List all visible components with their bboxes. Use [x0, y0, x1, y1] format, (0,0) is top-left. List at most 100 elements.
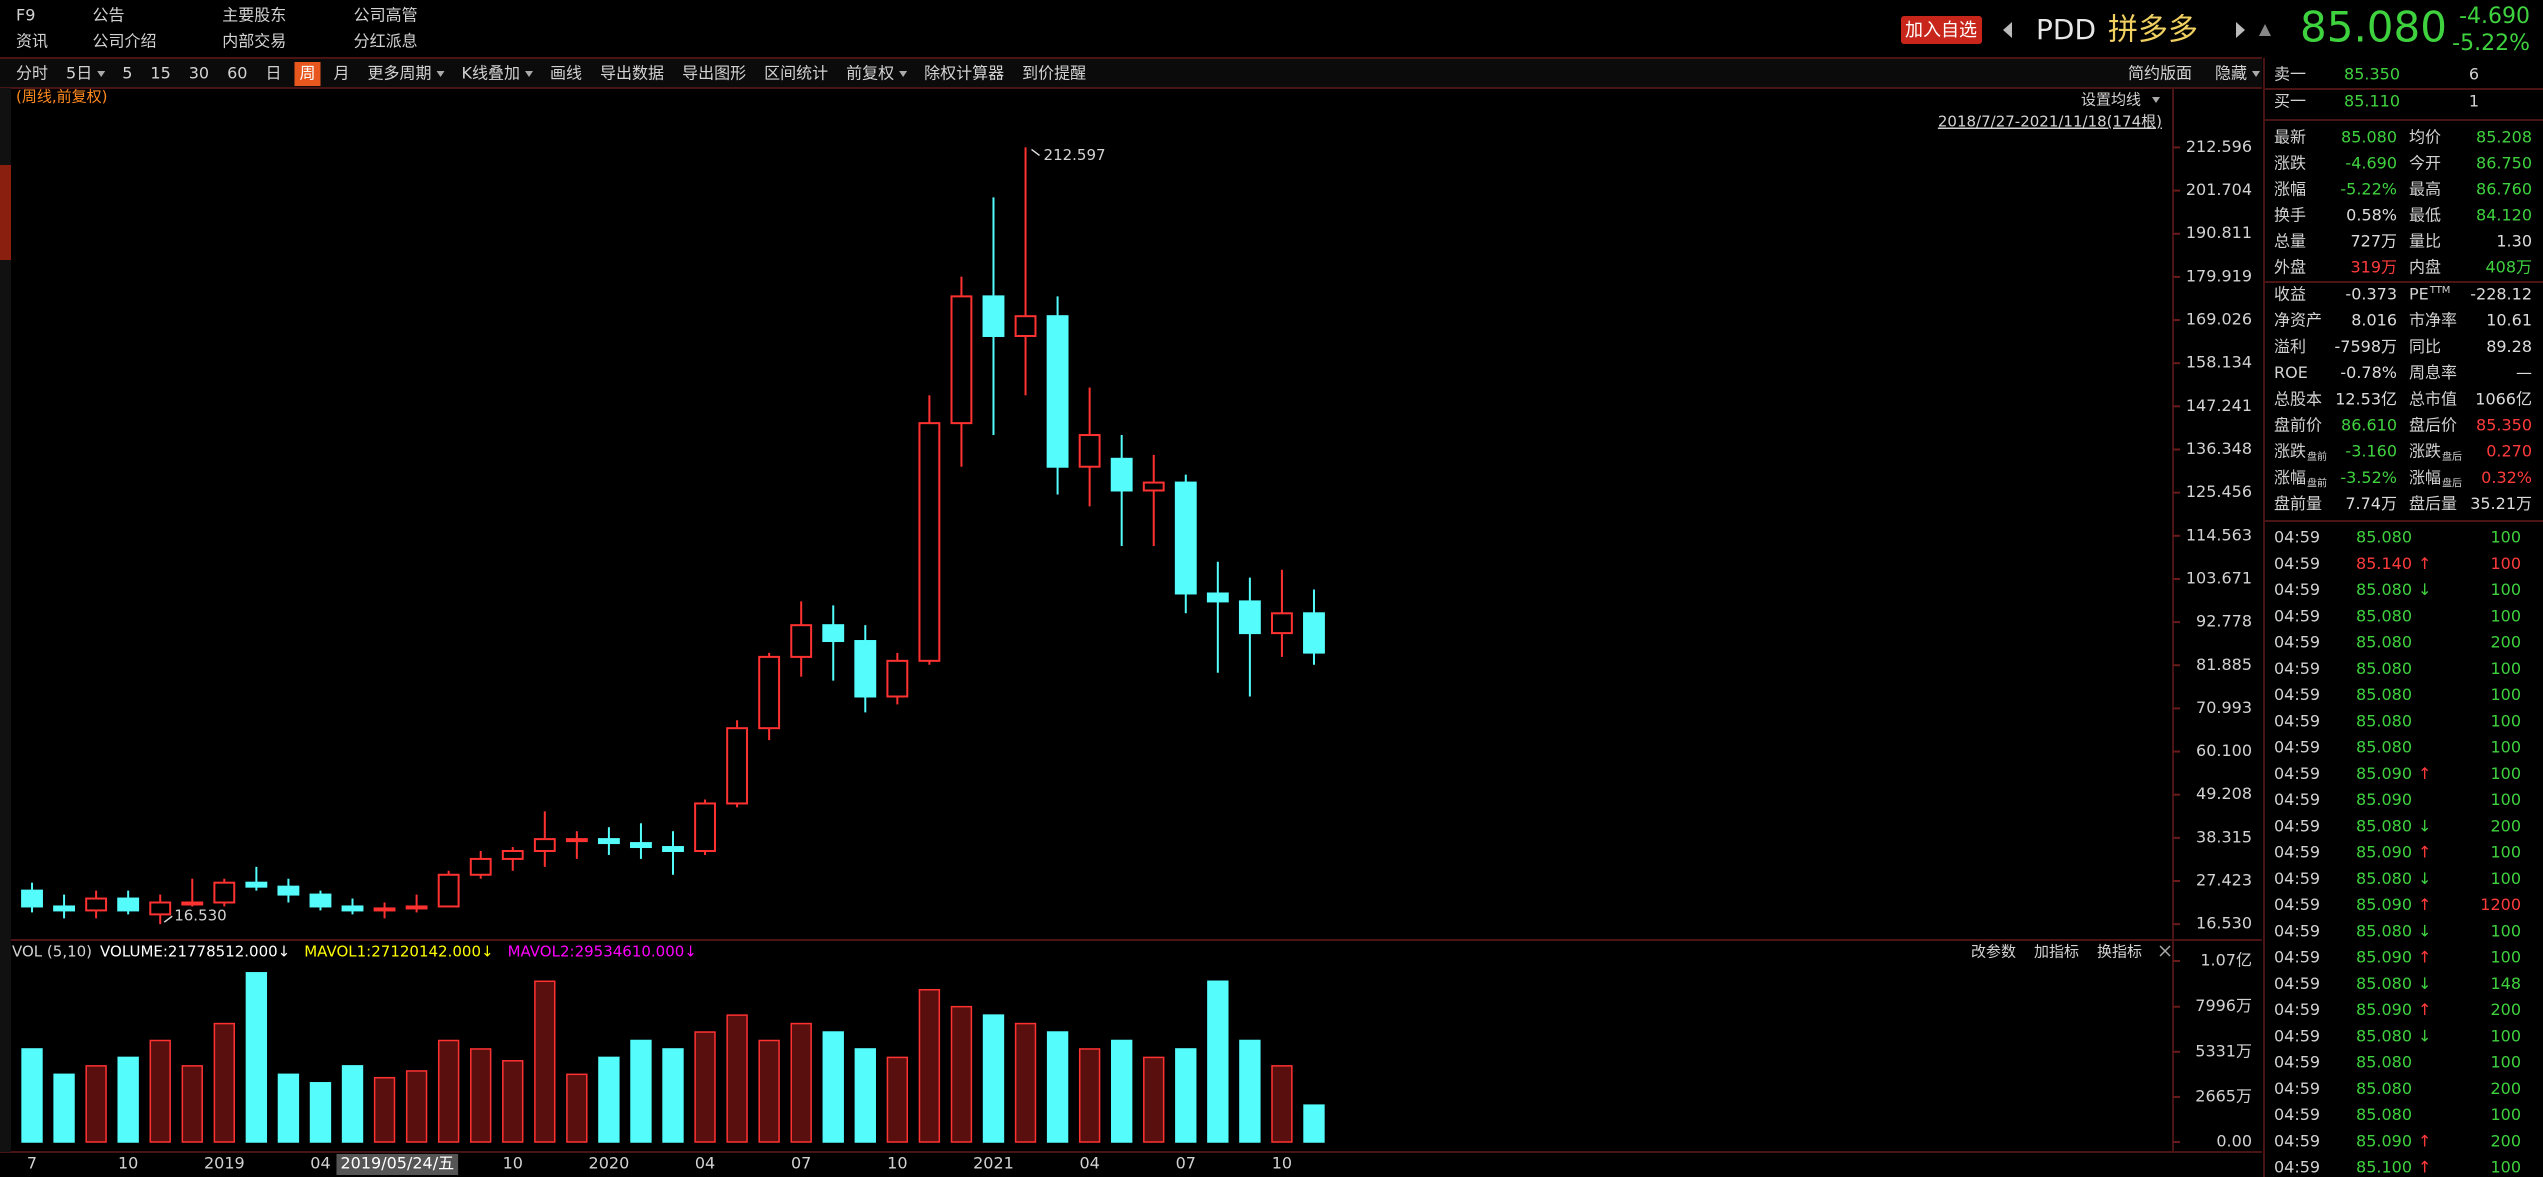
dropdown-arrow[interactable] — [525, 71, 534, 77]
trade-time: 04:59 — [2274, 921, 2320, 940]
toolbar-item[interactable]: 隐藏 — [2215, 64, 2247, 83]
header-link[interactable]: 公告 — [92, 6, 124, 25]
toolbar-active-bg[interactable] — [294, 62, 321, 86]
volume-bar — [662, 1048, 684, 1143]
stat-value: -7598万 — [2335, 337, 2398, 356]
volume-bar — [534, 980, 556, 1143]
close-indicator[interactable] — [2159, 945, 2171, 957]
x-tick-label: 04 — [1079, 1154, 1099, 1173]
stat-label-sub: 盘前 — [2307, 476, 2327, 489]
stat-value: -3.52% — [2340, 468, 2397, 487]
header-link[interactable]: 公司介绍 — [92, 32, 156, 51]
y-tick-label: 16.530 — [2196, 914, 2252, 933]
header-link[interactable]: F9 — [16, 6, 35, 25]
stat-value: 7.74万 — [2345, 494, 2397, 513]
header-link[interactable]: 内部交易 — [222, 32, 286, 51]
indicator-button[interactable]: 改参数 — [1971, 943, 2016, 961]
candle-body — [630, 842, 652, 849]
candle-body — [213, 881, 236, 904]
header-link[interactable]: 主要股东 — [222, 6, 286, 25]
dropdown-arrow[interactable] — [899, 71, 908, 77]
trade-price: 85.100 — [2356, 1158, 2412, 1177]
trade-volume: 100 — [2490, 921, 2521, 940]
toolbar-item[interactable]: 导出数据 — [600, 64, 664, 83]
toolbar-item[interactable]: 导出图形 — [682, 64, 746, 83]
volume-bar — [502, 1060, 524, 1143]
header-link[interactable]: 分红派息 — [354, 32, 418, 51]
add-watchlist-label[interactable]: 加入自选 — [1905, 20, 1977, 41]
alert-icon[interactable] — [2259, 24, 2271, 36]
toolbar-item[interactable]: 除权计算器 — [924, 64, 1004, 83]
stat-value: 35.21万 — [2470, 494, 2532, 513]
volume-bar — [1239, 1039, 1261, 1143]
candle-body — [181, 901, 204, 906]
toolbar-item[interactable]: 30 — [189, 64, 209, 83]
toolbar-item[interactable]: 分时 — [16, 64, 48, 83]
toolbar-item[interactable]: 5 — [122, 64, 132, 83]
legend-item: MAVOL1:27120142.000↓ — [304, 943, 493, 961]
trade-time: 04:59 — [2274, 1131, 2320, 1150]
volume-bar — [1110, 1039, 1133, 1143]
trade-time: 04:59 — [2274, 790, 2320, 809]
ma-setting[interactable]: 设置均线 — [2081, 91, 2141, 109]
toolbar-item[interactable]: K线叠加 — [462, 64, 521, 83]
trade-price: 85.080 — [2356, 528, 2412, 547]
stat-value: 10.61 — [2486, 311, 2532, 330]
prev-arrow[interactable] — [2003, 22, 2012, 38]
toolbar-item[interactable]: 5日 — [66, 64, 92, 83]
y-tick-label: 38.315 — [2196, 827, 2252, 846]
candle-body — [854, 640, 877, 698]
y-tick-label: 179.919 — [2186, 266, 2252, 285]
add-watchlist-button[interactable] — [1901, 16, 1982, 44]
trade-price: 85.080 — [2356, 1105, 2412, 1124]
toolbar-item[interactable]: 简约版面 — [2128, 64, 2192, 83]
candle-body — [533, 838, 556, 852]
dropdown-arrow[interactable] — [97, 71, 106, 77]
side-tabs[interactable] — [0, 88, 11, 1152]
toolbar-item[interactable]: 画线 — [550, 64, 582, 83]
trade-direction: ↑ — [2418, 554, 2431, 573]
stat-value: -0.78% — [2340, 363, 2397, 382]
toolbar-item[interactable]: 到价提醒 — [1022, 64, 1086, 83]
header-link[interactable]: 资讯 — [16, 32, 48, 51]
y-tick-label: 2665万 — [2195, 1086, 2252, 1105]
header-link[interactable]: 公司高管 — [354, 6, 418, 25]
dropdown-arrow[interactable] — [2252, 71, 2261, 77]
volume-bar — [950, 1005, 973, 1143]
trade-price: 85.080 — [2356, 1026, 2412, 1045]
volume-bar — [437, 1039, 460, 1143]
trade-price: 85.090 — [2356, 1000, 2412, 1019]
stat-value: 8.016 — [2351, 311, 2397, 330]
stat-label: 内盘 — [2409, 258, 2441, 277]
side-tab-active[interactable] — [0, 165, 11, 260]
stat-label: 最高 — [2409, 180, 2441, 199]
indicator-button[interactable]: 加指标 — [2034, 943, 2079, 961]
trade-direction: ↓ — [2418, 921, 2431, 940]
toolbar-item[interactable]: 15 — [150, 64, 170, 83]
stat-label: ROE — [2274, 363, 2308, 382]
date-range[interactable]: 2018/7/27-2021/11/18(174根) — [1938, 113, 2162, 131]
toolbar-item[interactable]: 区间统计 — [764, 64, 828, 83]
next-arrow[interactable] — [2236, 22, 2245, 38]
candle-body — [53, 905, 76, 912]
trade-price: 85.090 — [2356, 764, 2412, 783]
dropdown-arrow[interactable] — [436, 71, 445, 77]
candle-body — [437, 873, 460, 908]
trade-time: 04:59 — [2274, 1105, 2320, 1124]
stat-label: 最低 — [2409, 206, 2441, 225]
toolbar-item[interactable]: 前复权 — [846, 64, 894, 83]
indicator-button[interactable]: 换指标 — [2097, 943, 2142, 961]
stat-value: 86.610 — [2341, 416, 2397, 435]
y-tick-label: 7996万 — [2195, 996, 2252, 1015]
toolbar-item[interactable]: 日 — [265, 64, 281, 83]
toolbar-item[interactable]: 更多周期 — [368, 64, 432, 83]
stock-name: 拼多多 — [2108, 13, 2198, 48]
stat-label: 均价 — [2409, 128, 2441, 147]
candle-body — [245, 881, 268, 888]
dropdown-arrow[interactable] — [2152, 97, 2160, 103]
trade-time: 04:59 — [2274, 948, 2320, 967]
toolbar-item[interactable]: 周 — [299, 64, 315, 83]
toolbar-item[interactable]: 月 — [334, 64, 350, 83]
toolbar-item[interactable]: 60 — [227, 64, 247, 83]
stat-label-sub: 盘后 — [2442, 450, 2462, 463]
